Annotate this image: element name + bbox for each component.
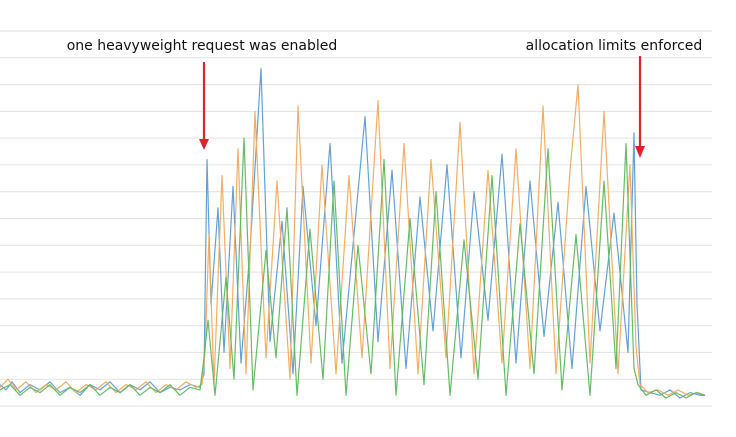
- annotation-enabled: one heavyweight request was enabled: [67, 38, 338, 150]
- annotation-enforced: allocation limits enforced: [526, 38, 703, 158]
- series-line-blue: [0, 67, 705, 399]
- series-layer: [0, 67, 706, 399]
- series-line-orange: [0, 83, 706, 396]
- annotation-enforced-arrowhead: [635, 146, 645, 158]
- annotation-enforced-label: allocation limits enforced: [526, 38, 703, 54]
- series-line-green: [0, 137, 706, 399]
- annotation-enabled-label: one heavyweight request was enabled: [67, 38, 338, 54]
- annotation-enabled-arrowhead: [199, 139, 209, 150]
